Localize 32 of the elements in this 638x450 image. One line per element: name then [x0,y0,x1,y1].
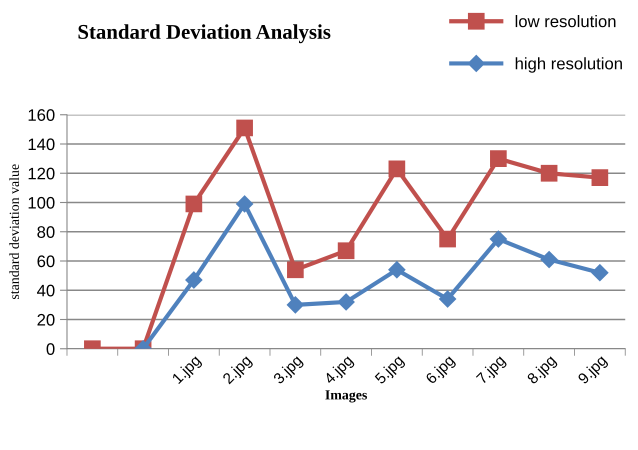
y-tick-label: 140 [28,138,55,150]
point [490,230,507,248]
chart-title: Standard Deviation Analysis [78,24,330,44]
point [388,160,406,178]
point [490,150,507,167]
point [592,169,608,186]
point [338,242,354,260]
y-tick-label: 40 [37,284,55,296]
point [591,264,608,282]
point [286,296,304,314]
legend-label: low resolution [516,15,616,28]
y-tick-label: 120 [28,168,55,180]
point [540,250,558,268]
y-tick-label: 100 [28,196,55,209]
x-axis-title: Images [325,390,367,402]
point [338,293,355,310]
point [388,261,406,278]
y-tick-label: 0 [46,343,55,355]
y-tick-label: 80 [37,226,55,238]
y-tick-label: 20 [37,314,55,326]
point [439,230,456,248]
legend-label: high resolution [516,57,622,73]
y-axis-title: standard deviation value [9,164,20,300]
y-tick-label: 60 [37,255,55,268]
point [186,196,202,212]
point [540,164,558,182]
point [236,120,253,136]
y-tick-label: 160 [28,109,55,121]
point [439,290,456,308]
point [287,261,304,278]
point [185,271,202,289]
point [236,195,254,213]
